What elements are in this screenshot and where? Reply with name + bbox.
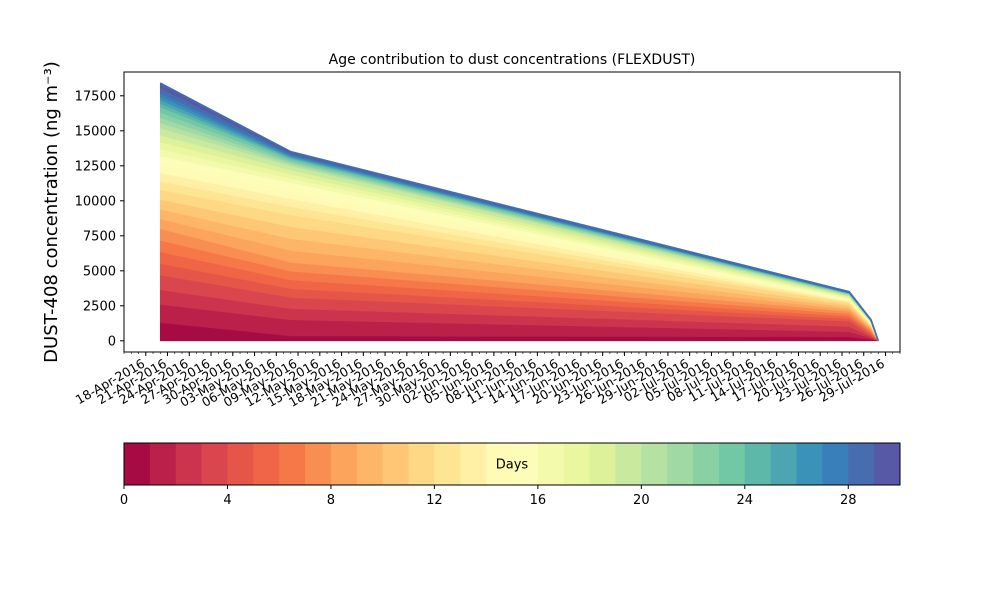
colorbar-frame xyxy=(123,442,901,486)
colorbar-bin-15 xyxy=(512,443,539,485)
colorbar-bin-7 xyxy=(305,443,332,485)
y-tick-label: 7500 xyxy=(83,229,116,244)
colorbar-bin-20 xyxy=(641,443,668,485)
colorbar-bin-5 xyxy=(253,443,280,485)
colorbar-bin-13 xyxy=(460,443,487,485)
colorbar-tick-label: 0 xyxy=(120,493,128,508)
y-tick-label: 10000 xyxy=(75,194,116,209)
colorbar-bin-10 xyxy=(382,443,409,485)
y-tick-label: 5000 xyxy=(83,264,116,279)
colorbar-tick-label: 28 xyxy=(840,493,857,508)
chart-title: Age contribution to dust concentrations … xyxy=(329,52,696,68)
x-axis: 18-Apr-201621-Apr-201624-Apr-201627-Apr-… xyxy=(73,352,901,410)
total-outline xyxy=(159,82,880,342)
y-axis: 0 2500 5000 7500 10000 12500 15000 17500 xyxy=(75,89,124,349)
colorbar-bin-9 xyxy=(356,443,384,485)
colorbar-tick-label: 20 xyxy=(633,493,650,508)
colorbar-bin-2 xyxy=(175,443,202,485)
colorbar-bin-26 xyxy=(796,443,823,485)
colorbar-bin-3 xyxy=(201,443,228,485)
y-tick-label: 15000 xyxy=(75,124,116,139)
colorbar-bin-0 xyxy=(124,443,151,485)
colorbar-label: Days xyxy=(496,458,529,473)
colorbar-bin-25 xyxy=(770,443,797,485)
y-tick-label: 12500 xyxy=(75,159,116,174)
colorbar-bin-14 xyxy=(486,443,513,485)
colorbar-tick-label: 8 xyxy=(327,493,335,508)
colorbar-bin-8 xyxy=(330,443,358,485)
colorbar-bin-1 xyxy=(149,443,177,485)
colorbar-tick-label: 24 xyxy=(737,493,754,508)
colorbar: 0 4 8 12 16 20 24 28 Days xyxy=(120,442,901,508)
colorbar-bin-28 xyxy=(848,443,875,485)
y-tick-label: 0 xyxy=(108,334,116,349)
y-axis-label: DUST-408 concentration (ng m⁻³) xyxy=(41,61,62,363)
colorbar-tick-label: 12 xyxy=(426,493,443,508)
colorbar-bin-29 xyxy=(874,443,901,485)
colorbar-bin-11 xyxy=(408,443,435,485)
colorbar-bin-16 xyxy=(537,443,565,485)
colorbar-bin-22 xyxy=(693,443,720,485)
total-concentration-line xyxy=(159,82,880,342)
colorbar-bin-6 xyxy=(279,443,306,485)
y-tick-label: 2500 xyxy=(83,299,116,314)
colorbar-bin-23 xyxy=(718,443,746,485)
colorbar-bin-21 xyxy=(667,443,694,485)
colorbar-bin-4 xyxy=(227,443,254,485)
plot-frame xyxy=(123,71,901,353)
y-tick-label: 17500 xyxy=(75,89,116,104)
age-bands xyxy=(159,82,879,342)
colorbar-bin-12 xyxy=(434,443,461,485)
colorbar-bin-19 xyxy=(615,443,642,485)
colorbar-bin-27 xyxy=(822,443,849,485)
colorbar-tick-label: 4 xyxy=(223,493,231,508)
colorbar-tick-label: 16 xyxy=(530,493,547,508)
colorbar-bin-18 xyxy=(589,443,616,485)
colorbar-bin-24 xyxy=(744,443,772,485)
colorbar-bin-17 xyxy=(563,443,590,485)
